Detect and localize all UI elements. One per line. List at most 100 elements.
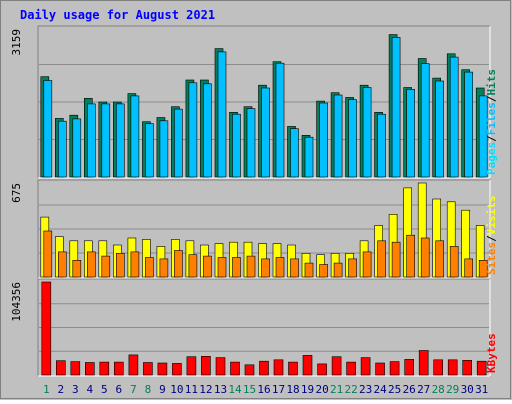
legend-kbytes: KBytes [485, 333, 498, 373]
x-tick-label-day-16: 16 [257, 383, 270, 396]
bar-kbytes-day-19 [302, 355, 313, 376]
x-tick-label-day-31: 31 [475, 383, 488, 396]
bar-files-day-17 [275, 62, 285, 178]
bar-kbytes-day-18 [288, 361, 298, 376]
bar-sites-day-20 [319, 264, 328, 278]
bar-kbytes-day-8 [143, 362, 153, 376]
bar-files-day-23 [362, 87, 372, 178]
bar-files-day-25 [391, 37, 401, 178]
bar-files-day-8 [145, 123, 154, 178]
x-tick-label-day-21: 21 [330, 383, 343, 396]
x-tick-label-day-23: 23 [359, 383, 372, 396]
bar-kbytes-day-28 [433, 359, 444, 376]
legend-text: Sites/Visits [485, 196, 498, 276]
bar-sites-day-15 [246, 255, 256, 278]
bar-sites-day-28 [435, 240, 445, 278]
bar-kbytes-day-5 [99, 361, 110, 376]
legend-files: Files [485, 102, 498, 135]
bar-sites-day-8 [145, 257, 154, 278]
bar-sites-day-16 [261, 258, 270, 278]
bar-files-day-29 [449, 56, 459, 178]
bar-kbytes-day-14 [230, 361, 240, 376]
bar-sites-day-31 [478, 259, 488, 278]
x-tick-label-day-6: 6 [115, 383, 122, 396]
bar-files-day-14 [232, 113, 241, 178]
x-tick-label-day-12: 12 [199, 383, 212, 396]
x-axis-day-labels: 1 2 3 4 5 6 7 8 9 10 11 12 13 14 15 16 17 18 19 20 21 22 23 24 2… [43, 383, 488, 396]
x-tick-label-day-30: 30 [461, 383, 474, 396]
bar-files-day-13 [217, 51, 227, 178]
bar-sites-day-13 [217, 257, 227, 278]
legend-separator: / [485, 135, 498, 142]
chart-panels: 3159Pages/Files/Hits675Sites/Visits10435… [10, 25, 498, 377]
bar-kbytes-day-16 [259, 360, 269, 376]
x-tick-label-day-7: 7 [130, 383, 137, 396]
bar-sites-day-7 [130, 251, 140, 278]
bar-sites-day-25 [391, 241, 401, 278]
bar-kbytes-day-4 [85, 362, 95, 376]
x-tick-label-day-9: 9 [159, 383, 166, 396]
x-tick-label-day-14: 14 [228, 383, 242, 396]
x-tick-label-day-15: 15 [243, 383, 256, 396]
bar-sites-day-9 [159, 258, 169, 278]
legend-hits: Hits [485, 69, 498, 96]
bar-kbytes-day-11 [186, 356, 197, 376]
x-tick-label-day-1: 1 [43, 383, 50, 396]
x-tick-label-day-24: 24 [373, 383, 387, 396]
x-tick-label-day-11: 11 [185, 383, 198, 396]
x-tick-label-day-3: 3 [72, 383, 79, 396]
x-tick-label-day-2: 2 [57, 383, 64, 396]
bar-kbytes-day-25 [389, 361, 400, 376]
bar-files-day-28 [435, 80, 445, 178]
x-tick-label-day-29: 29 [446, 383, 459, 396]
bar-sites-day-5 [101, 255, 111, 278]
bar-sites-day-23 [362, 251, 372, 278]
bar-sites-day-2 [57, 251, 67, 278]
x-tick-label-day-19: 19 [301, 383, 314, 396]
legend-pages: Pages [485, 142, 498, 175]
bar-kbytes-day-7 [128, 354, 139, 376]
bar-kbytes-day-9 [157, 362, 168, 376]
legend-separator: / [485, 95, 498, 102]
bar-kbytes-day-24 [375, 362, 385, 376]
bar-kbytes-day-23 [360, 357, 371, 376]
bar-sites-day-17 [275, 257, 285, 278]
bar-files-day-31 [478, 95, 488, 178]
bar-sites-day-27 [420, 237, 430, 278]
bar-sites-day-22 [348, 258, 357, 278]
bar-kbytes-day-21 [331, 356, 342, 376]
bar-sites-day-26 [406, 234, 416, 278]
bar-files-day-10 [174, 108, 183, 178]
bar-sites-day-24 [377, 240, 386, 278]
bar-sites-day-30 [464, 258, 474, 278]
bar-kbytes-day-27 [418, 350, 429, 376]
bar-files-day-11 [188, 82, 198, 178]
x-tick-label-day-22: 22 [344, 383, 357, 396]
bar-files-day-16 [261, 87, 270, 178]
panel-kbytes: 104356 KBytes [10, 278, 498, 377]
legend-text: Pages/Files/Hits [485, 69, 498, 175]
bar-files-day-26 [406, 89, 416, 178]
bar-kbytes-day-1 [41, 281, 52, 376]
bar-kbytes-day-17 [273, 359, 284, 376]
bar-files-day-21 [333, 94, 343, 178]
bar-kbytes-day-29 [447, 359, 458, 376]
bar-sites-day-3 [72, 259, 82, 278]
bar-kbytes-day-10 [172, 363, 182, 376]
x-tick-label-day-26: 26 [403, 383, 416, 396]
x-tick-label-day-10: 10 [170, 383, 183, 396]
x-tick-label-day-5: 5 [101, 383, 108, 396]
bar-files-day-1 [43, 80, 53, 178]
bar-files-day-18 [290, 128, 299, 178]
legend-separator: / [485, 235, 498, 242]
bar-kbytes-day-15 [244, 364, 255, 376]
x-tick-label-day-20: 20 [315, 383, 328, 396]
panel-visits-sites: 675 Sites/Visits [10, 179, 498, 279]
bar-files-day-2 [57, 120, 67, 178]
x-tick-label-day-25: 25 [388, 383, 401, 396]
legend-visits-sites: Sites/Visits [485, 196, 498, 276]
bar-kbytes-day-6 [114, 361, 124, 376]
